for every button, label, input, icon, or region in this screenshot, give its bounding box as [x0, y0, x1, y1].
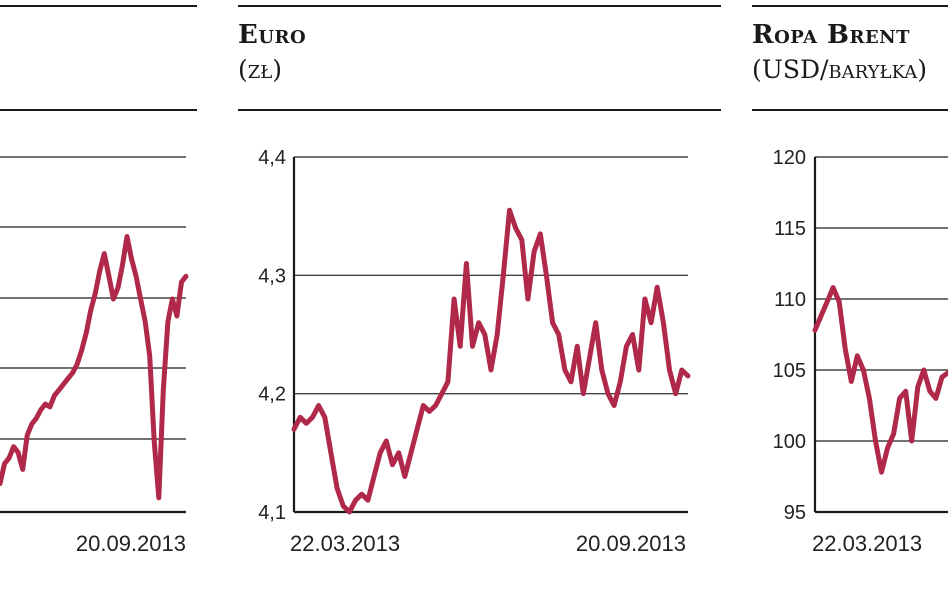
- panel1-header-rule: [0, 109, 197, 111]
- panel1-x-tick-label: 20.09.2013: [76, 531, 186, 556]
- panel3-x-tick-label: 22.03.2013: [812, 531, 922, 556]
- panel2-y-tick-label: 4,3: [258, 265, 286, 287]
- panel2-y-tick-label: 4,1: [258, 502, 286, 524]
- panel2-y-tick-label: 4,4: [258, 147, 286, 169]
- panel3-y-tick-label: 110: [774, 289, 806, 311]
- panel2-y-tick-label: 4,2: [258, 384, 286, 406]
- brent-unit: (USD/baryłka): [752, 55, 928, 84]
- brent-title: Ropa Brent: [752, 20, 911, 50]
- panel2-series-line: [291, 207, 691, 515]
- panel3-y-tick-label: 100: [773, 431, 806, 453]
- euro-top-rule: [238, 5, 721, 7]
- panel3-y-tick-label: 95: [784, 502, 806, 524]
- panel1-series-line: [0, 234, 189, 501]
- panel1-top-rule: [0, 5, 197, 7]
- brent-top-rule: [752, 5, 948, 7]
- panel2-x-tick-label: 22.03.2013: [290, 531, 400, 556]
- euro-header-rule: [238, 109, 721, 111]
- panel3-y-tick-label: 105: [773, 360, 806, 382]
- panel3-series-line: [812, 285, 948, 475]
- brent-header-rule: [752, 109, 948, 111]
- euro-title: Euro: [238, 20, 307, 50]
- euro-unit: (zł): [238, 55, 283, 84]
- panel3-y-tick-label: 120: [773, 147, 806, 169]
- panel3-y-tick-label: 115: [774, 218, 806, 240]
- panel2-x-tick-label: 20.09.2013: [576, 531, 686, 556]
